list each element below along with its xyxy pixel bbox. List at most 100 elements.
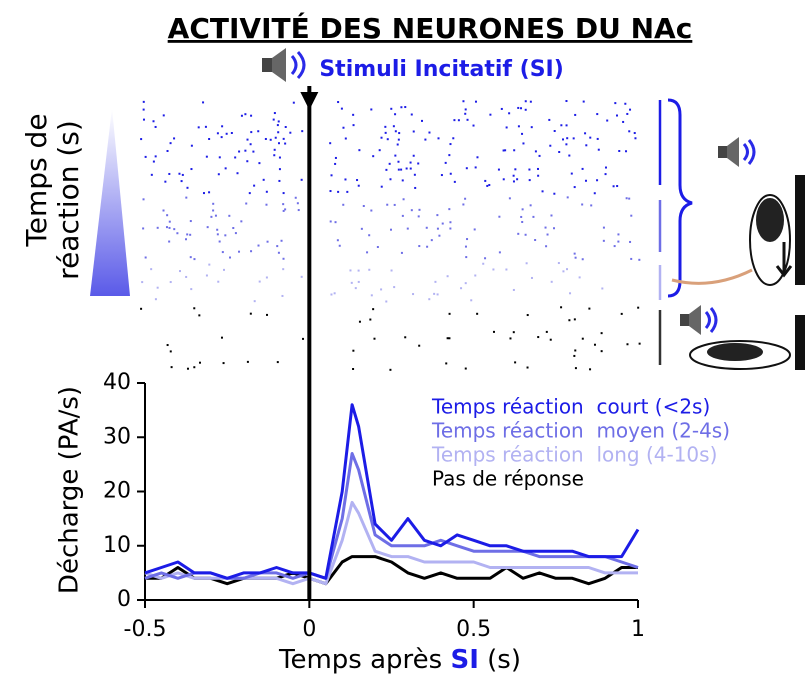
raster-dot [606, 119, 609, 122]
raster-dot [150, 268, 153, 271]
raster-dot [258, 280, 261, 283]
raster-dot [604, 173, 607, 176]
raster-dot [222, 362, 225, 365]
raster-dot [532, 215, 535, 218]
raster-dot [144, 155, 147, 158]
raster-dot [362, 204, 365, 207]
raster-dot [252, 150, 255, 153]
raster-dot [457, 119, 460, 122]
raster-dot [545, 330, 548, 333]
raster-dot [186, 233, 189, 236]
raster-dot [210, 215, 213, 218]
raster-dot [394, 130, 397, 133]
raster-dot [582, 100, 585, 103]
raster-dot [180, 180, 183, 183]
raster-dot [370, 108, 373, 111]
raster-dot [169, 142, 172, 145]
raster-dot [214, 214, 217, 217]
raster-dot [449, 172, 452, 175]
raster-dot [514, 168, 517, 171]
raster-dot [284, 125, 287, 128]
raster-dot [370, 294, 373, 297]
raster-dot [178, 172, 181, 175]
raster-dot [466, 238, 469, 241]
raster-dot [418, 245, 421, 248]
raster-dot [253, 300, 256, 303]
raster-dot [433, 292, 436, 295]
raster-dot [368, 268, 371, 271]
raster-dot [508, 197, 511, 200]
raster-dot [464, 108, 467, 111]
raster-dot [240, 220, 243, 223]
raster-dot [350, 281, 353, 284]
raster-dot [186, 186, 189, 189]
raster-dot [546, 233, 549, 236]
raster-dot [638, 258, 641, 261]
raster-dot [560, 124, 563, 127]
raster-dot [216, 233, 219, 236]
raster-dot [370, 209, 373, 212]
x-axis-label-part: Temps après [278, 645, 450, 675]
raster-dot [277, 131, 280, 134]
raster-dot [166, 149, 169, 152]
raster-dot [537, 336, 540, 339]
raster-dot [424, 138, 427, 141]
raster-dot [189, 233, 192, 236]
gradient-triangle [90, 108, 130, 296]
raster-dot [197, 126, 200, 129]
raster-dot [449, 143, 452, 146]
rat-icon [671, 137, 805, 370]
raster-dot [585, 144, 588, 147]
raster-dot [389, 178, 392, 181]
raster-dot [516, 178, 519, 181]
x-axis-label-part: (s) [479, 645, 521, 675]
raster-dot [617, 240, 620, 243]
raster-dot [596, 113, 599, 116]
raster-dot [570, 172, 573, 175]
legend-entry: Temps réaction long (4-10s) [431, 443, 717, 467]
raster-dot [512, 174, 515, 177]
raster-dot [426, 245, 429, 248]
raster-dot [234, 232, 237, 235]
raster-dot [248, 192, 251, 195]
raster-dot [474, 166, 477, 169]
raster-dot [534, 150, 537, 153]
raster-dot [352, 124, 355, 127]
raster-dot [344, 178, 347, 181]
x-tick-label: 0 [302, 617, 316, 642]
raster-dot [217, 173, 220, 176]
raster-dot [224, 234, 227, 237]
raster-dot [282, 192, 285, 195]
raster-dot [277, 120, 280, 123]
raster-dot [406, 227, 409, 230]
raster-dot [449, 221, 452, 224]
raster-dot [220, 336, 223, 339]
raster-dot [602, 239, 605, 242]
raster-dot [558, 151, 561, 153]
raster-dot [358, 149, 361, 152]
raster-dot [378, 149, 381, 152]
legend-entry: Temps réaction court (<2s) [431, 395, 710, 419]
raster-dot [428, 298, 431, 301]
raster-dot [536, 167, 539, 170]
raster-dot [244, 149, 247, 152]
raster-dot [238, 150, 241, 153]
raster-dot [334, 162, 337, 165]
raster-dot [340, 107, 343, 110]
raster-dot [162, 114, 165, 117]
raster-dot [566, 137, 569, 140]
x-tick-label: 0.5 [456, 617, 491, 642]
raster-dot [373, 337, 376, 340]
raster-dot [372, 155, 375, 158]
raster-dot [512, 331, 515, 334]
raster-dot [190, 144, 193, 147]
raster-dot [294, 196, 297, 199]
x-axis-label: Temps après SI (s) [278, 645, 521, 675]
raster-dot [388, 162, 391, 165]
raster-dot [162, 209, 165, 212]
stimulus-arrow [300, 92, 319, 110]
raster-dot [412, 293, 415, 296]
raster-dot [357, 269, 360, 272]
raster-dot [380, 288, 383, 291]
raster-dot [354, 287, 357, 290]
